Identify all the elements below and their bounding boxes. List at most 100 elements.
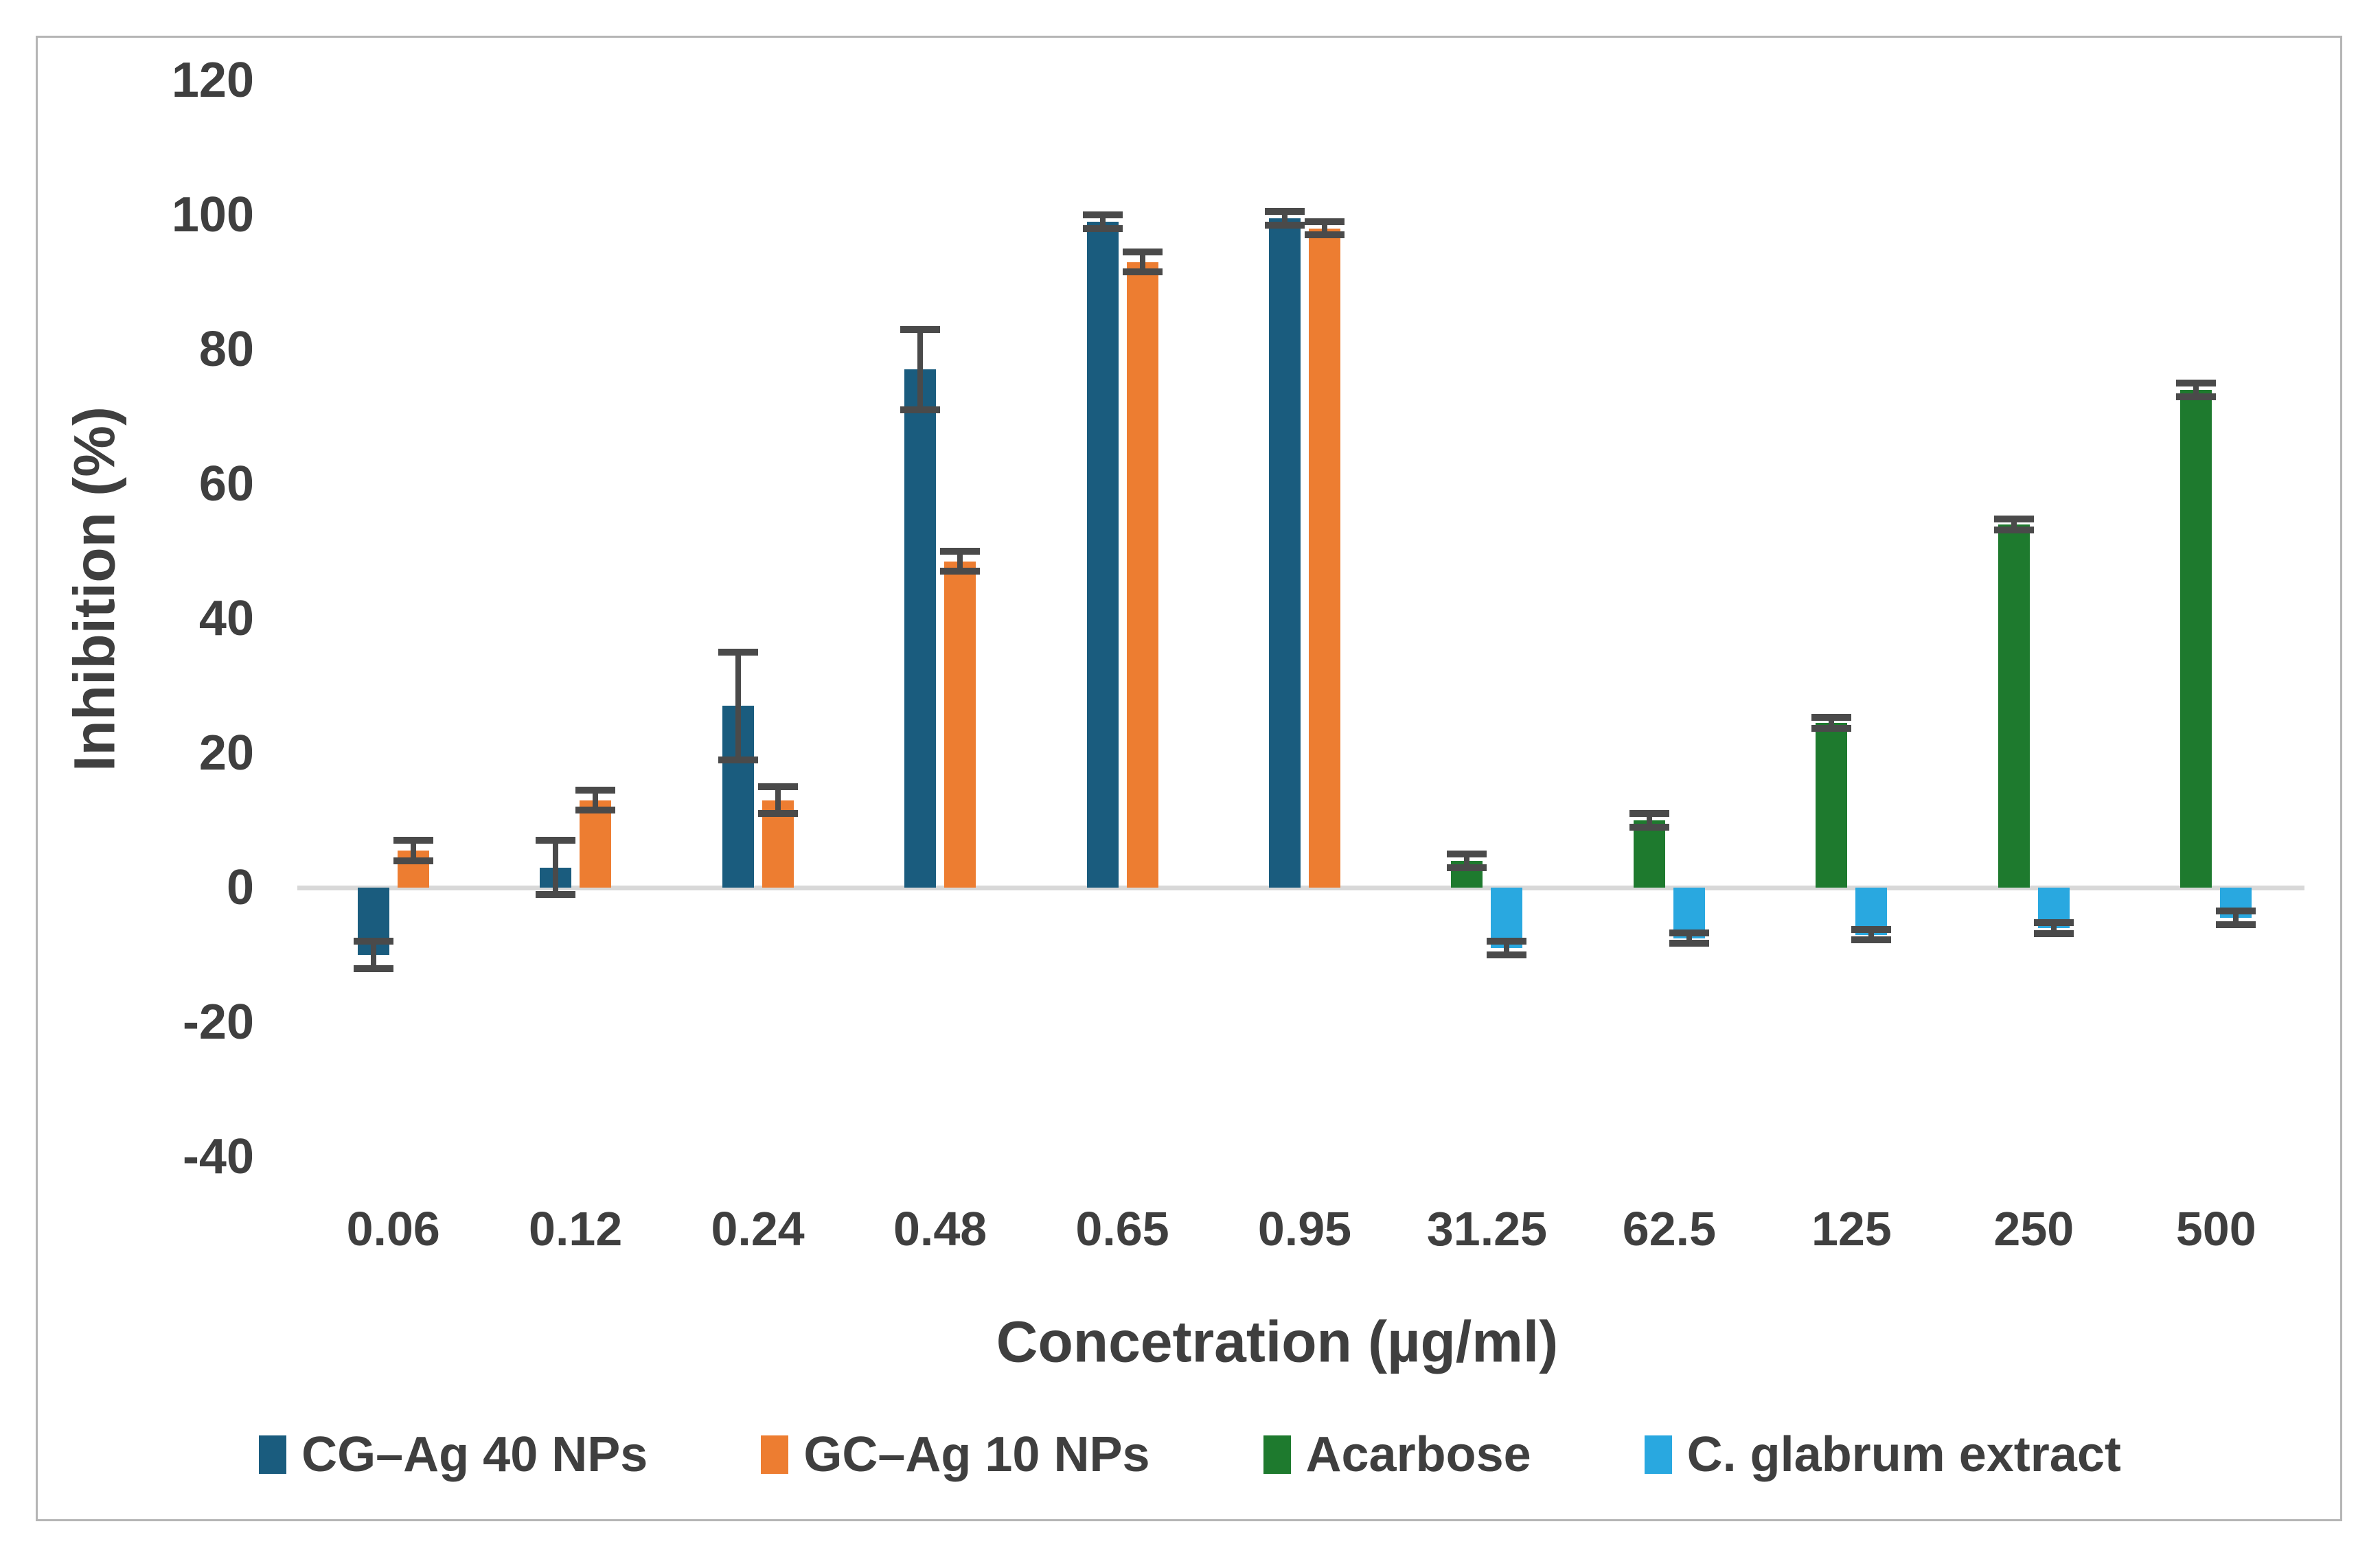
- error-bar-whisker: [735, 652, 741, 760]
- error-bar-cap-top: [353, 938, 393, 945]
- x-tick-label: 250: [1993, 1202, 2074, 1256]
- error-bar-cap-bottom: [1811, 724, 1852, 732]
- error-bar-whisker: [1829, 717, 1835, 728]
- error-bar-cap-bottom: [2216, 921, 2256, 928]
- error-bar-whisker: [1099, 215, 1106, 229]
- error-bar-cap-top: [393, 837, 433, 844]
- x-tick-label: 31.25: [1426, 1202, 1548, 1256]
- x-tick-label: 500: [2175, 1202, 2256, 1256]
- error-bar-whisker: [2050, 922, 2057, 934]
- x-tick-label: 0.24: [711, 1202, 805, 1256]
- error-bar-whisker: [1322, 221, 1327, 235]
- legend-item: CG–Ag 40 NPs: [259, 1427, 648, 1483]
- error-bar-cap-top: [1851, 925, 1892, 933]
- y-tick-label: 60: [198, 457, 254, 511]
- x-axis-title: Concetration (µg/ml): [996, 1309, 1559, 1374]
- error-bar-cap-bottom: [2033, 929, 2074, 937]
- error-bar-cap-bottom: [757, 810, 798, 818]
- error-bar-cap-top: [1811, 714, 1852, 721]
- bar-acarbose: [1998, 524, 2030, 888]
- x-axis-zero-line: [297, 886, 2304, 890]
- y-tick-label: 100: [171, 187, 254, 242]
- error-bar-whisker: [917, 329, 924, 411]
- error-bar-cap-top: [1082, 211, 1123, 218]
- error-bar-cap-top: [1447, 851, 1487, 857]
- legend-label: GC–Ag 10 NPs: [803, 1427, 1150, 1482]
- error-bar-whisker: [1646, 813, 1652, 827]
- y-axis-title: Inhibition (%): [62, 406, 127, 772]
- error-bar-cap-bottom: [1305, 231, 1345, 239]
- error-bar-cap-top: [2176, 380, 2217, 386]
- error-bar-cap-top: [536, 837, 576, 844]
- error-bar-cap-top: [757, 783, 798, 790]
- error-bar-whisker: [1868, 929, 1875, 940]
- error-bar-cap-top: [1122, 248, 1163, 255]
- error-bar-whisker: [2011, 518, 2017, 530]
- x-tick-label: 0.65: [1075, 1202, 1169, 1256]
- y-tick-label: 80: [198, 322, 254, 377]
- legend-swatch: [259, 1435, 287, 1474]
- error-bar-cap-bottom: [536, 890, 576, 898]
- error-bar-whisker: [553, 840, 559, 894]
- x-tick-label: 0.95: [1257, 1202, 1352, 1256]
- error-bar-whisker: [775, 787, 781, 814]
- bar-acarbose: [1633, 820, 1665, 888]
- error-bar-cap-bottom: [1487, 951, 1527, 958]
- bar-cg-ag-40-nps: [904, 369, 937, 888]
- figure-border: [36, 36, 2342, 1521]
- y-tick-label: 0: [226, 860, 254, 915]
- bar-gc-ag-10-nps: [580, 800, 612, 888]
- error-bar-cap-top: [1629, 810, 1669, 818]
- error-bar-whisker: [1686, 932, 1692, 944]
- x-tick-label: 125: [1811, 1202, 1892, 1256]
- error-bar-whisker: [2233, 911, 2239, 925]
- legend-swatch: [1644, 1435, 1672, 1474]
- error-bar-cap-bottom: [1851, 936, 1892, 944]
- bar-gc-ag-10-nps: [1309, 228, 1340, 888]
- error-bar-whisker: [2193, 383, 2199, 397]
- error-bar-cap-top: [940, 548, 981, 555]
- error-bar-cap-bottom: [1082, 224, 1123, 232]
- error-bar-cap-top: [2216, 908, 2256, 915]
- legend-label: C. glabrum extract: [1686, 1427, 2121, 1482]
- bar-gc-ag-10-nps: [944, 561, 976, 888]
- error-bar-cap-bottom: [393, 857, 433, 864]
- error-bar-cap-bottom: [353, 965, 393, 972]
- error-bar-cap-top: [900, 325, 941, 333]
- error-bar-cap-bottom: [575, 807, 616, 814]
- bar-cg-ag-40-nps: [1086, 221, 1119, 888]
- error-bar-cap-bottom: [1447, 864, 1487, 871]
- error-bar-cap-bottom: [718, 756, 758, 763]
- error-bar-cap-bottom: [1265, 221, 1305, 229]
- error-bar-whisker: [593, 789, 599, 811]
- bar-gc-ag-10-nps: [1126, 262, 1158, 888]
- error-bar-cap-bottom: [1993, 526, 2034, 533]
- legend-swatch: [1263, 1435, 1291, 1474]
- error-bar-cap-top: [1669, 929, 1709, 936]
- error-bar-cap-bottom: [1629, 823, 1669, 831]
- error-bar-cap-bottom: [940, 568, 981, 575]
- error-bar-cap-bottom: [2176, 393, 2217, 400]
- error-bar-whisker: [410, 840, 416, 861]
- error-bar-whisker: [1282, 211, 1288, 225]
- legend-item: C. glabrum extract: [1644, 1427, 2121, 1483]
- y-tick-label: -20: [182, 995, 254, 1050]
- error-bar-cap-top: [1487, 938, 1527, 945]
- legend-swatch: [761, 1435, 789, 1474]
- error-bar-whisker: [1139, 251, 1145, 273]
- error-bar-cap-bottom: [1669, 940, 1709, 947]
- error-bar-cap-top: [1993, 515, 2034, 522]
- bar-cg-ag-40-nps: [1269, 218, 1301, 888]
- error-bar-cap-top: [575, 786, 616, 794]
- x-tick-label: 0.48: [893, 1202, 987, 1256]
- error-bar-whisker: [1464, 854, 1470, 868]
- error-bar-cap-top: [1265, 208, 1305, 216]
- y-tick-label: 120: [171, 53, 254, 108]
- bar-acarbose: [2180, 389, 2212, 888]
- error-bar-whisker: [1504, 941, 1510, 955]
- x-tick-label: 0.06: [346, 1202, 440, 1256]
- y-tick-label: 20: [198, 726, 254, 781]
- legend-item: GC–Ag 10 NPs: [761, 1427, 1150, 1483]
- legend: CG–Ag 40 NPs GC–Ag 10 NPs Acarbose C. glabr…: [0, 1427, 2380, 1483]
- legend-label: CG–Ag 40 NPs: [301, 1427, 648, 1482]
